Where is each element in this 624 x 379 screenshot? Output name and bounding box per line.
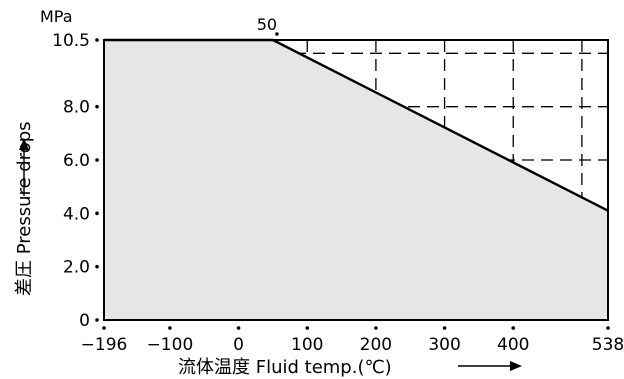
plot-border bbox=[103, 39, 609, 321]
y-tick-label: 6.0 bbox=[63, 151, 90, 171]
y-tick-dot bbox=[95, 104, 99, 109]
y-tick-label: 2.0 bbox=[63, 258, 90, 278]
x-tick-dot bbox=[168, 326, 172, 330]
x-tick-dot bbox=[374, 326, 378, 330]
x-tick-dot bbox=[102, 326, 106, 330]
y-tick-dot bbox=[95, 318, 99, 322]
x-tick-label: 538 bbox=[592, 335, 624, 355]
y-tick-dot bbox=[95, 264, 99, 269]
x-axis-title: 流体温度 Fluid temp.(℃) bbox=[178, 357, 522, 378]
shaded-region bbox=[104, 40, 608, 320]
x-tick-dot bbox=[305, 326, 310, 330]
tick-labels: 0 2.0 4.0 6.0 8.0 10.5 −196 −100 0 100 200 300 400 53… bbox=[52, 31, 624, 355]
x-tick-label: 400 bbox=[497, 335, 529, 355]
y-axis-title: 差圧 Pressure drops bbox=[14, 121, 35, 296]
y-tick-label: 4.0 bbox=[63, 204, 90, 224]
y-tick-label: 0 bbox=[79, 311, 90, 331]
y-tick-dot bbox=[95, 211, 99, 216]
x-tick-label: −100 bbox=[147, 335, 194, 355]
x-axis-arrowhead bbox=[510, 361, 522, 371]
y-tick-label: 8.0 bbox=[63, 98, 90, 118]
x-tick-dot bbox=[442, 326, 447, 330]
peak-annotation: 50 bbox=[257, 15, 277, 34]
peak-dot bbox=[275, 32, 279, 36]
x-tick-dot bbox=[236, 326, 241, 330]
x-tick-label: 100 bbox=[291, 335, 323, 355]
x-tick-dot bbox=[511, 326, 516, 330]
x-tick-label: 300 bbox=[428, 335, 460, 355]
x-tick-label: 0 bbox=[233, 335, 244, 355]
y-tick-dot bbox=[95, 38, 99, 42]
y-axis-arrowhead bbox=[19, 138, 29, 150]
plot-frame bbox=[103, 39, 609, 321]
allowable-area bbox=[104, 40, 608, 320]
x-tick-label: −196 bbox=[81, 335, 128, 355]
x-axis-label: 流体温度 Fluid temp.(℃) bbox=[178, 357, 392, 378]
y-axis-label: 差圧 Pressure drops bbox=[14, 121, 35, 296]
x-tick-label: 200 bbox=[360, 335, 392, 355]
y-tick-label: 10.5 bbox=[52, 31, 90, 51]
y-unit-label: MPa bbox=[40, 7, 73, 26]
x-tick-dot bbox=[606, 326, 610, 330]
y-tick-dot bbox=[95, 158, 99, 162]
